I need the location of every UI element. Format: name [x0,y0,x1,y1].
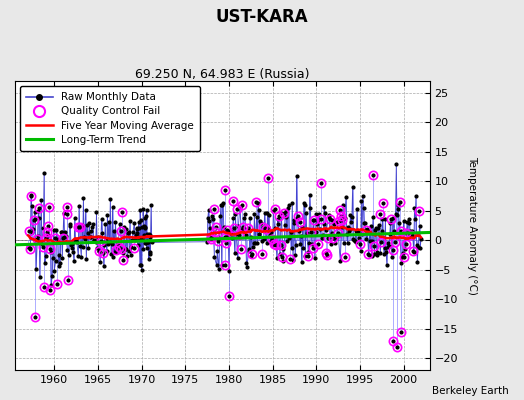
Title: 69.250 N, 64.983 E (Russia): 69.250 N, 64.983 E (Russia) [135,68,310,81]
Text: UST-KARA: UST-KARA [216,8,308,26]
Legend: Raw Monthly Data, Quality Control Fail, Five Year Moving Average, Long-Term Tren: Raw Monthly Data, Quality Control Fail, … [20,86,200,151]
Text: Berkeley Earth: Berkeley Earth [432,386,508,396]
Y-axis label: Temperature Anomaly (°C): Temperature Anomaly (°C) [467,156,477,295]
